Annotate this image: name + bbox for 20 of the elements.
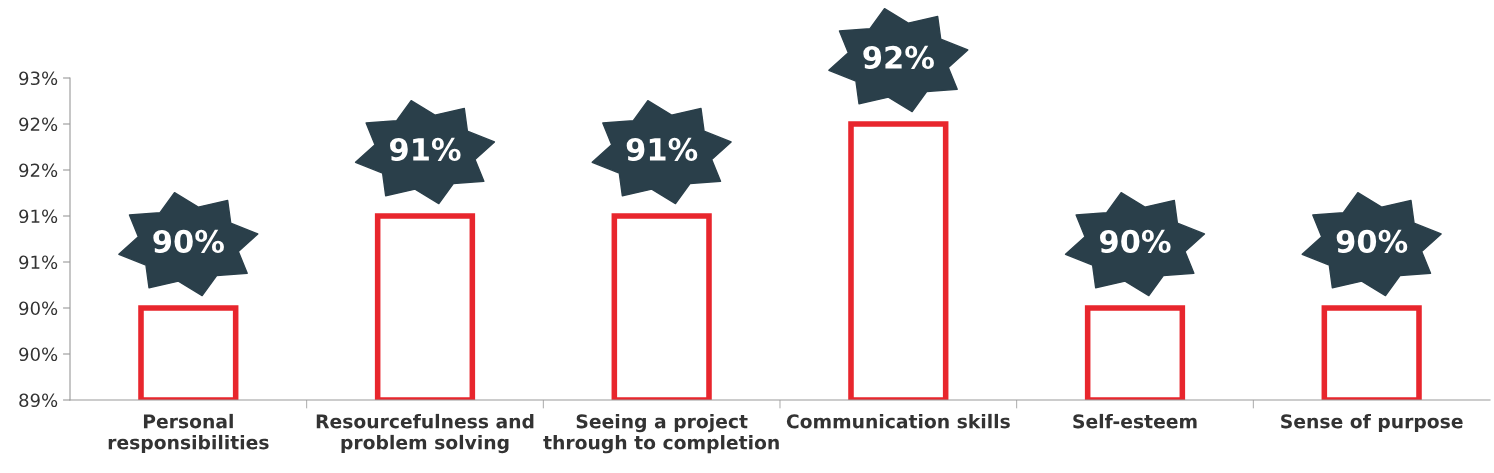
y-tick-label: 91%	[19, 209, 58, 224]
x-tick-label: Resourcefulness and problem solving	[316, 413, 534, 454]
y-tick-label: 93%	[19, 71, 58, 86]
data-label: 90%	[1336, 229, 1408, 253]
data-label: 91%	[390, 137, 461, 161]
data-label: 91%	[626, 137, 698, 161]
x-tick-label: Self-esteem	[1073, 413, 1197, 429]
x-tick-label: Personal responsibilities	[108, 413, 269, 454]
y-tick-label: 89%	[19, 393, 58, 408]
x-tick-label: Sense of purpose	[1281, 413, 1463, 433]
y-tick-label: 90%	[19, 301, 58, 316]
y-tick-label: 90%	[19, 347, 58, 362]
data-label: 90%	[1100, 229, 1171, 253]
y-tick-label: 92%	[19, 163, 58, 178]
y-tick-label: 91%	[19, 255, 58, 270]
data-label: 92%	[863, 45, 934, 69]
data-label: 90%	[153, 229, 224, 253]
y-tick-label: 92%	[19, 117, 58, 132]
x-tick-label: Communication skills	[786, 413, 1010, 429]
x-tick-label: Seeing a project through to completion	[543, 413, 779, 454]
